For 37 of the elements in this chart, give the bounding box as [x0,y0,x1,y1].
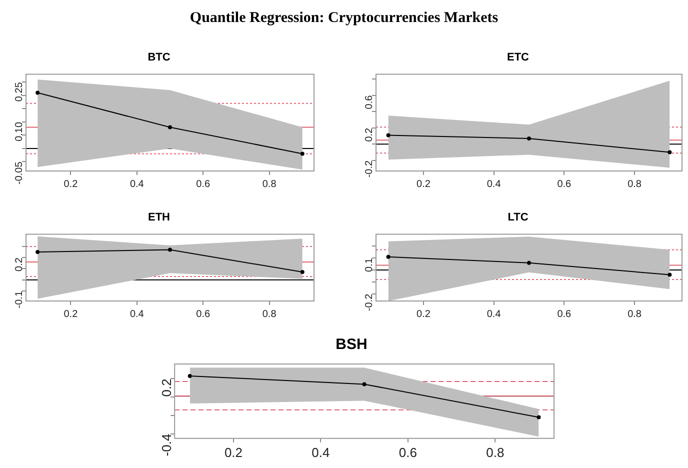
x-tick-label: 0.6 [398,444,417,460]
y-tick-label: 0.6 [364,94,375,110]
x-tick-label: 0.8 [628,308,642,320]
x-tick-label: 0.8 [486,444,504,460]
x-tick-label: 0.8 [262,178,277,190]
x-tick-label: 0.4 [130,308,144,320]
x-tick-label: 0.6 [557,178,572,190]
x-tick-label: 0.4 [130,178,144,190]
chart-title: BSH [336,336,368,354]
y-tick-label: 0.1 [364,258,375,272]
y-tick-label: -0.2 [364,160,375,178]
x-tick-label: 0.2 [224,444,243,460]
x-tick-label: 0.6 [196,178,210,190]
y-tick-label: -0.05 [14,161,25,185]
y-tick-label: 0.25 [14,82,25,102]
x-tick-label: 0.2 [416,308,431,320]
x-tick-label: 0.4 [312,444,330,460]
x-tick-label: 0.4 [486,178,502,190]
y-tick-label: 0.2 [14,257,25,272]
y-tick-label: -0.1 [14,290,25,308]
chart-title: LTC [508,212,528,224]
y-tick-label: 0.10 [14,122,25,142]
text: Quantile Regression: Cryptocurrencies Markets [188,9,500,27]
y-tick-label: -0.4 [159,434,174,456]
x-tick-label: 0.2 [64,178,78,190]
chart-title: ETH [148,212,170,224]
chart-title: ETC [507,52,530,64]
y-tick-label: 0.2 [364,127,375,142]
chart-title: BTC [148,52,170,64]
x-tick-label: 0.6 [196,308,210,320]
x-tick-label: 0.2 [64,308,78,320]
x-tick-label: 0.8 [628,178,642,190]
y-tick-label: -0.2 [364,293,375,312]
x-tick-label: 0.4 [486,308,502,320]
x-tick-label: 0.6 [557,308,572,320]
x-tick-label: 0.2 [416,178,431,190]
x-tick-label: 0.8 [262,308,277,320]
